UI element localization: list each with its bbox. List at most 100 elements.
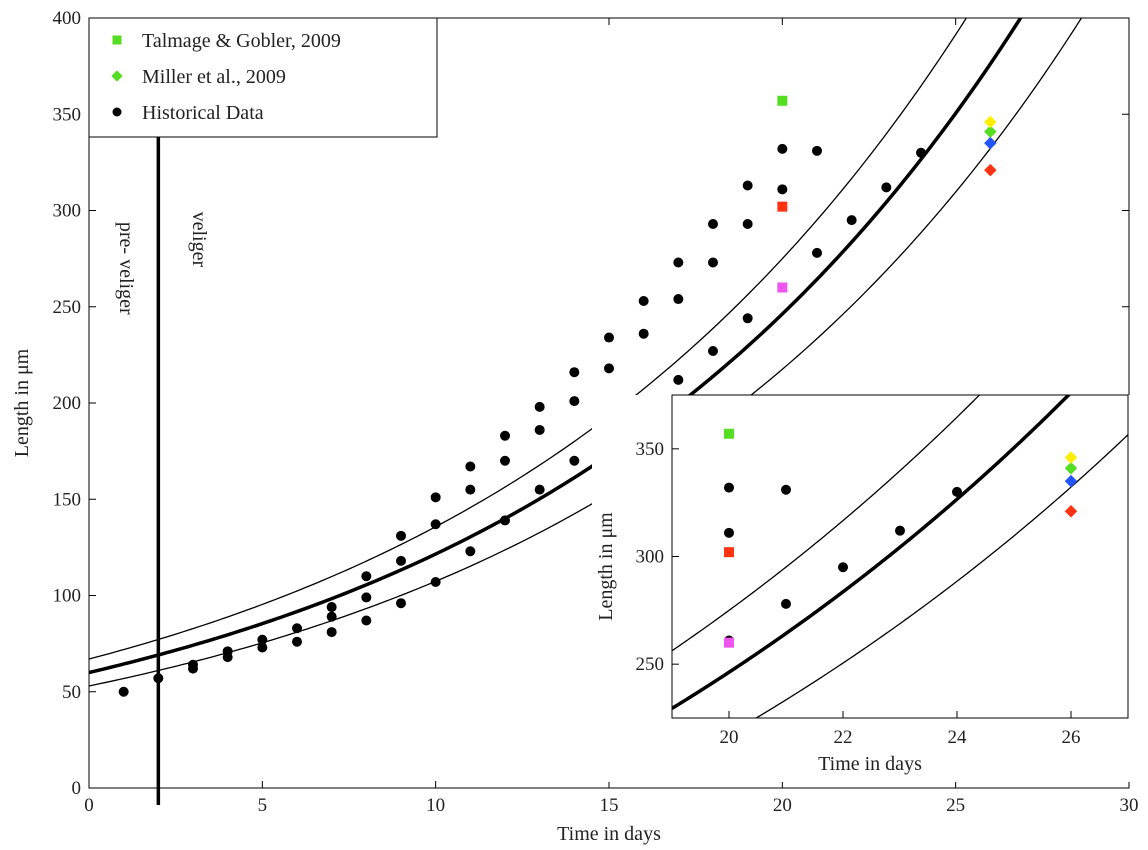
inset-x-tick-label: 26 (1062, 727, 1081, 748)
veliger-label: veliger (188, 212, 210, 268)
inset-plot: 20 22 24 26 250 300 350 Time in days Length in μ… (592, 394, 1148, 782)
x-tick-label: 10 (426, 795, 445, 816)
y-tick-label: 150 (53, 489, 82, 510)
data-point (638, 295, 649, 306)
data-point (396, 555, 406, 566)
data-point (326, 602, 337, 613)
data-point (881, 182, 892, 193)
inset-y-tick-label: 250 (636, 654, 665, 675)
y-tick-label: 50 (62, 682, 81, 703)
legend: Talmage & Gobler, 2009 Miller et al., 200… (88, 17, 438, 138)
x-axis-label: Time in days (557, 823, 661, 845)
data-point (708, 218, 718, 229)
data-point (569, 367, 580, 378)
legend-label: Historical Data (142, 102, 264, 124)
data-point (465, 461, 476, 472)
inset-data-point (838, 562, 848, 573)
inset-data-point (724, 637, 734, 648)
legend-box (88, 17, 438, 138)
inset-data-point (1064, 505, 1078, 518)
data-point (118, 686, 129, 697)
legend-marker (112, 35, 122, 45)
pre-veliger-label: pre- veliger (115, 222, 137, 315)
data-point (257, 634, 268, 645)
data-point (812, 145, 822, 156)
inset-x-tick-label: 20 (720, 727, 739, 748)
data-point (292, 623, 302, 634)
inset-data-point (724, 482, 734, 493)
x-tick-label: 5 (258, 795, 268, 816)
data-point (846, 215, 857, 226)
data-point (430, 519, 441, 530)
x-tick-label: 0 (84, 795, 94, 816)
data-point (673, 294, 684, 305)
y-tick-label: 0 (72, 778, 82, 799)
inset-data-point (1064, 461, 1078, 475)
data-point (361, 592, 372, 603)
data-point (812, 247, 822, 258)
data-point (534, 484, 545, 495)
data-point (916, 147, 926, 158)
data-point (742, 313, 753, 324)
y-tick-label: 250 (53, 297, 82, 318)
data-point (500, 430, 510, 441)
inset-upper-bound-curve (672, 395, 981, 652)
inset-data-point (724, 527, 734, 538)
inset-y-tick-label: 350 (636, 439, 665, 460)
data-point (742, 180, 753, 191)
data-point (292, 636, 302, 647)
x-tick-label: 30 (1120, 795, 1139, 816)
data-point (257, 642, 268, 653)
data-point (984, 125, 997, 138)
inset-data-point (724, 547, 734, 558)
y-tick-label: 350 (53, 104, 82, 125)
data-point (777, 95, 788, 106)
y-tick-label: 300 (53, 201, 82, 222)
data-point (465, 546, 476, 557)
y-tick-label: 400 (53, 8, 82, 29)
data-point (777, 184, 788, 195)
data-point (638, 328, 649, 339)
inset-y-axis-label: Length in μm (595, 512, 617, 621)
inset-data-point (895, 525, 905, 536)
data-point (222, 646, 233, 657)
data-point (430, 492, 441, 503)
inset-y-tick-label: 300 (636, 547, 665, 568)
legend-label: Talmage & Gobler, 2009 (142, 30, 341, 52)
inset-data-point (781, 484, 791, 495)
data-point (326, 611, 337, 622)
inset-x-axis-label: Time in days (818, 753, 922, 775)
legend-marker (111, 70, 123, 82)
data-point (569, 396, 580, 407)
data-point (984, 136, 997, 150)
inset-data-point (1064, 451, 1078, 464)
y-axis-label: Length in μm (11, 348, 33, 457)
data-point (604, 332, 614, 343)
data-point (984, 115, 997, 129)
inset-data-point (724, 428, 734, 439)
data-point (396, 598, 406, 609)
data-point (396, 530, 406, 541)
y-tick-label: 100 (53, 586, 82, 607)
data-point (777, 282, 788, 293)
y-tick-label: 200 (53, 393, 82, 414)
data-point (465, 484, 476, 495)
data-point (326, 627, 337, 638)
data-point (569, 455, 580, 466)
data-point (673, 374, 684, 385)
data-point (430, 577, 441, 588)
inset-data-point (1064, 474, 1078, 488)
data-point (604, 363, 614, 374)
data-point (673, 257, 684, 268)
inset-lower-bound-curve (755, 434, 1128, 718)
data-point (534, 401, 545, 412)
data-point (500, 455, 510, 466)
data-point (188, 659, 198, 670)
inset-x-tick-label: 24 (948, 727, 968, 748)
data-point (708, 346, 718, 357)
legend-label: Miller et al., 2009 (142, 66, 286, 88)
data-point (361, 615, 372, 626)
inset-data-point (781, 598, 791, 609)
legend-marker (112, 107, 122, 117)
